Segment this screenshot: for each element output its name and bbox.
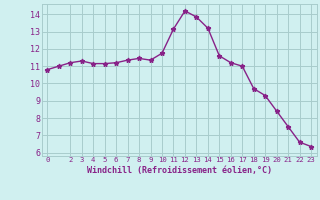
X-axis label: Windchill (Refroidissement éolien,°C): Windchill (Refroidissement éolien,°C) (87, 166, 272, 175)
